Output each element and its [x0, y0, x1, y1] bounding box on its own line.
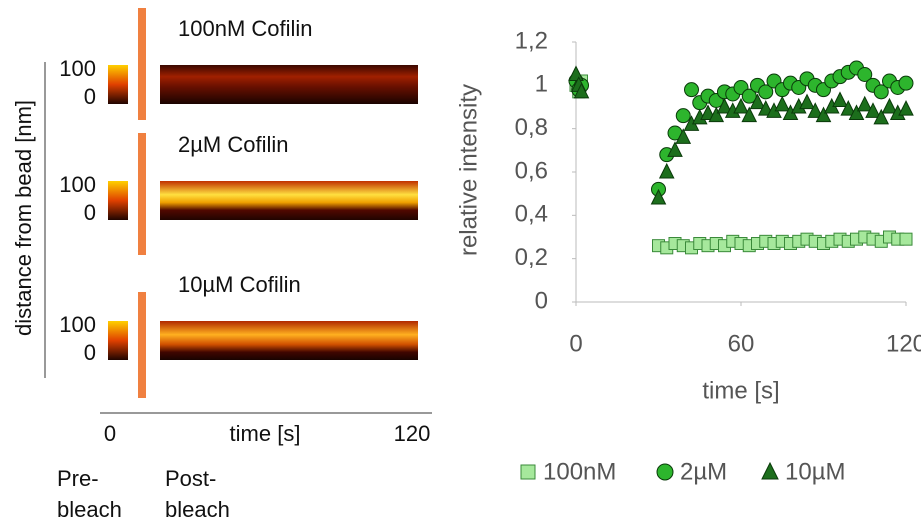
point: [832, 91, 848, 107]
pre-label: Pre-: [57, 466, 99, 491]
point: [675, 128, 692, 144]
legend-marker: [656, 463, 674, 481]
point: [899, 232, 913, 246]
series: [568, 60, 914, 197]
y-tick-label: 1,2: [515, 27, 548, 54]
point: [898, 100, 914, 116]
point: [774, 95, 791, 112]
legend-label: 100nM: [543, 458, 616, 485]
tick-label: 100: [59, 312, 96, 337]
point: [741, 106, 758, 123]
bleach-bar: [138, 8, 146, 120]
point: [700, 104, 716, 120]
point: [807, 102, 824, 118]
panel-title: 2µM Cofilin: [178, 132, 288, 157]
point: [708, 106, 725, 123]
point: [758, 84, 774, 100]
x-tick-label: 120: [886, 330, 921, 357]
y-tick-label: 1: [535, 71, 548, 98]
point: [749, 93, 766, 110]
point: [667, 141, 683, 157]
point: [873, 84, 889, 100]
point: [684, 82, 699, 98]
tick-label: 0: [84, 84, 96, 109]
kymograph-panel: distance from bead [nm] 0 time [s] 120 P…: [11, 8, 432, 522]
y-axis-label: relative intensity: [455, 84, 482, 256]
point: [757, 100, 774, 116]
x-start: 0: [104, 421, 116, 446]
legend-label: 10µM: [785, 458, 846, 485]
point: [675, 108, 691, 124]
point: [716, 97, 733, 114]
legend-marker: [520, 464, 536, 480]
post-bleach-image: [160, 65, 418, 104]
point: [650, 188, 667, 205]
point: [799, 93, 815, 110]
point: [857, 67, 873, 82]
y-tick-label: 0,2: [515, 244, 548, 271]
legend-label: 2µM: [680, 458, 727, 485]
tick-label: 0: [84, 340, 96, 365]
tick-label: 0: [84, 200, 96, 225]
y-tick-label: 0,4: [515, 201, 548, 228]
chart: relative intensity time [s] 0 0,2 0,4 0,6 0,…: [455, 27, 921, 485]
post-bleach-image: [160, 181, 418, 220]
pre-bleach-image: [108, 321, 128, 360]
y-tick-label: 0: [535, 287, 548, 314]
point: [840, 100, 857, 116]
point: [865, 102, 881, 118]
post-label: bleach: [165, 497, 230, 522]
pre-bleach-image: [108, 65, 128, 104]
pre-label: bleach: [57, 497, 122, 522]
point: [733, 97, 749, 114]
point: [568, 65, 584, 81]
y-tick-label: 0,6: [515, 157, 548, 184]
post-bleach-image: [160, 321, 418, 360]
point: [848, 104, 865, 120]
x-label: time [s]: [230, 421, 301, 446]
point: [856, 95, 873, 112]
panel-title: 10µM Cofilin: [178, 272, 301, 297]
post-label: Post-: [165, 466, 216, 491]
point: [898, 75, 914, 91]
series: [568, 65, 914, 205]
panel-title: 100nM Cofilin: [178, 16, 313, 41]
point: [573, 82, 590, 99]
x-axis-label: time [s]: [702, 377, 779, 404]
bleach-bar: [138, 292, 146, 398]
x-end: 120: [394, 421, 431, 446]
point: [658, 162, 675, 179]
bleach-bar: [138, 133, 146, 255]
point: [873, 108, 890, 125]
point: [881, 97, 898, 114]
legend-marker: [761, 461, 779, 480]
x-tick-label: 60: [728, 330, 755, 357]
y-label: distance from bead [nm]: [11, 100, 36, 336]
tick-label: 100: [59, 172, 96, 197]
x-tick-label: 0: [569, 330, 582, 357]
pre-bleach-image: [108, 181, 128, 220]
point: [815, 106, 832, 123]
tick-label: 100: [59, 56, 96, 81]
y-tick-label: 0,8: [515, 114, 548, 141]
